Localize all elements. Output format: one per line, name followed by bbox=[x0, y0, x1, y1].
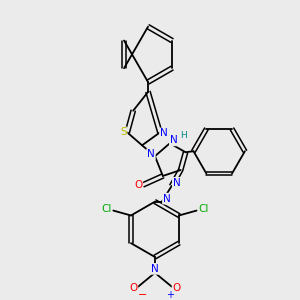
Text: O: O bbox=[129, 283, 137, 292]
Text: −: − bbox=[137, 290, 147, 300]
Text: N: N bbox=[151, 264, 159, 274]
Text: N: N bbox=[170, 135, 178, 146]
Text: N: N bbox=[163, 194, 171, 204]
Text: +: + bbox=[166, 290, 174, 300]
Text: Cl: Cl bbox=[198, 204, 209, 214]
Text: O: O bbox=[134, 180, 142, 190]
Text: N: N bbox=[173, 178, 181, 188]
Text: O: O bbox=[172, 283, 181, 292]
Text: N: N bbox=[147, 149, 155, 159]
Text: S: S bbox=[120, 128, 127, 137]
Text: N: N bbox=[160, 128, 168, 138]
Text: Cl: Cl bbox=[101, 204, 111, 214]
Text: H: H bbox=[180, 131, 187, 140]
